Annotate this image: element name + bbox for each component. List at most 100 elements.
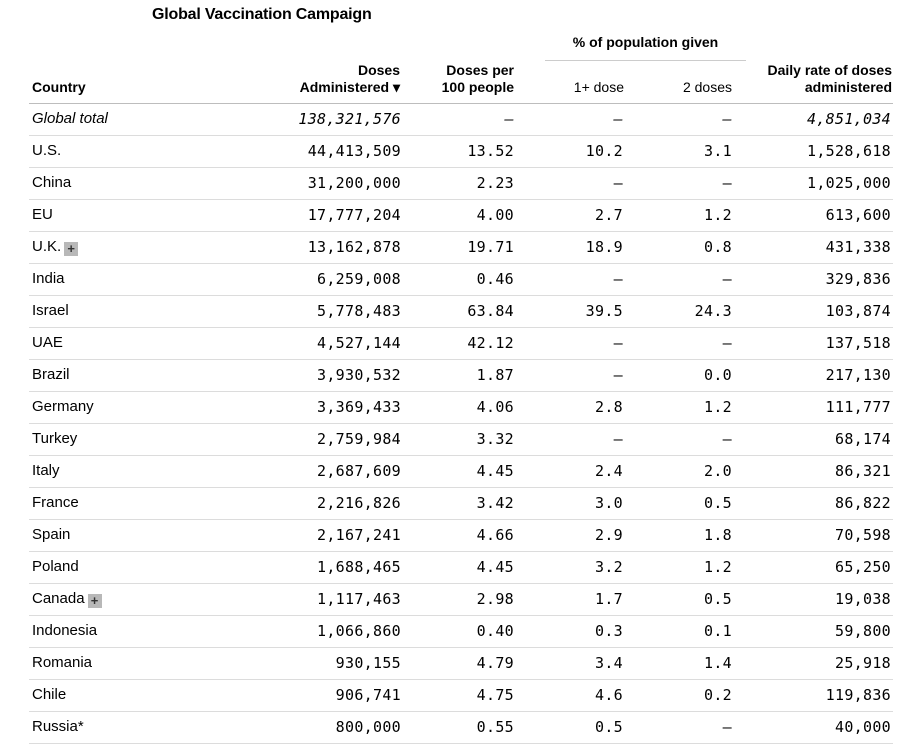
table-row: India 6,259,008 0.46 – – 329,836 xyxy=(29,264,893,296)
country-cell: Italy xyxy=(32,456,60,487)
table-row: France 2,216,826 3.42 3.0 0.5 86,822 xyxy=(29,488,893,520)
one-dose-percent-cell: 2.9 xyxy=(595,526,623,544)
two-doses-percent-cell: 1.2 xyxy=(704,398,732,416)
country-name: U.K. xyxy=(32,238,62,255)
one-dose-column-header[interactable]: 1+ dose xyxy=(573,79,624,95)
daily-rate-cell: 329,836 xyxy=(825,270,891,288)
doses-per-100-cell: – xyxy=(504,110,514,128)
two-doses-percent-cell: – xyxy=(722,110,732,128)
daily-rate-cell: 4,851,034 xyxy=(807,110,891,128)
two-doses-percent-cell: – xyxy=(722,430,732,448)
doses-per-100-column-header[interactable]: Doses per 100 people xyxy=(442,62,514,96)
country-name: Turkey xyxy=(32,430,78,447)
one-dose-percent-cell: – xyxy=(613,430,623,448)
country-name: Israel xyxy=(32,302,69,319)
table-row: Romania 930,155 4.79 3.4 1.4 25,918 xyxy=(29,648,893,680)
daily-rate-cell: 86,321 xyxy=(835,462,891,480)
table-row: Italy 2,687,609 4.45 2.4 2.0 86,321 xyxy=(29,456,893,488)
doses-administered-cell: 1,066,860 xyxy=(317,622,401,640)
country-name: China xyxy=(32,174,72,191)
global-total-row: Global total 138,321,576 – – – 4,851,034 xyxy=(29,104,893,136)
country-cell: Romania xyxy=(32,648,92,679)
table-row: Chile 906,741 4.75 4.6 0.2 119,836 xyxy=(29,680,893,712)
country-name: Italy xyxy=(32,462,60,479)
two-doses-percent-cell: 0.1 xyxy=(704,622,732,640)
doses-administered-cell: 3,930,532 xyxy=(317,366,401,384)
doses-per-100-cell: 4.79 xyxy=(476,654,514,672)
two-doses-percent-cell: 3.1 xyxy=(704,142,732,160)
doses-administered-cell: 2,759,984 xyxy=(317,430,401,448)
country-name: Global total xyxy=(32,110,108,127)
country-cell: Brazil xyxy=(32,360,70,391)
daily-rate-cell: 70,598 xyxy=(835,526,891,544)
doses-per-100-cell: 0.55 xyxy=(476,718,514,736)
daily-rate-cell: 65,250 xyxy=(835,558,891,576)
table-row: Brazil 3,930,532 1.87 – 0.0 217,130 xyxy=(29,360,893,392)
daily-rate-cell: 1,528,618 xyxy=(807,142,891,160)
daily-rate-cell: 613,600 xyxy=(825,206,891,224)
doses-administered-cell: 800,000 xyxy=(335,718,401,736)
country-cell: EU xyxy=(32,200,53,231)
one-dose-percent-cell: – xyxy=(613,174,623,192)
two-doses-column-header[interactable]: 2 doses xyxy=(682,79,732,95)
country-cell: Chile xyxy=(32,680,66,711)
vaccination-table-body: Global total 138,321,576 – – – 4,851,034 U.S. 4… xyxy=(29,104,893,744)
doses-per-100-cell: 42.12 xyxy=(467,334,514,352)
one-dose-percent-cell: 10.2 xyxy=(585,142,623,160)
country-cell: Israel xyxy=(32,296,69,327)
two-doses-percent-cell: 0.5 xyxy=(704,590,732,608)
header-divider xyxy=(29,103,893,104)
table-row: Canada +1,117,463 2.98 1.7 0.5 19,038 xyxy=(29,584,893,616)
daily-rate-cell: 217,130 xyxy=(825,366,891,384)
doses-administered-cell: 2,687,609 xyxy=(317,462,401,480)
country-cell: Spain xyxy=(32,520,70,551)
doses-per-100-cell: 0.40 xyxy=(476,622,514,640)
doses-administered-cell: 1,688,465 xyxy=(317,558,401,576)
doses-administered-column-header[interactable]: Doses Administered ▾ xyxy=(300,62,400,96)
table-title: Global Vaccination Campaign xyxy=(152,6,372,23)
daily-rate-cell: 1,025,000 xyxy=(807,174,891,192)
doses-per-100-cell: 63.84 xyxy=(467,302,514,320)
country-name: Canada xyxy=(32,590,85,607)
country-name: EU xyxy=(32,206,53,223)
daily-rate-cell: 59,800 xyxy=(835,622,891,640)
table-row: China 31,200,000 2.23 – – 1,025,000 xyxy=(29,168,893,200)
two-doses-percent-cell: 0.2 xyxy=(704,686,732,704)
doses-administered-cell: 17,777,204 xyxy=(307,206,401,224)
country-cell: Canada + xyxy=(32,584,102,615)
daily-rate-cell: 431,338 xyxy=(825,238,891,256)
two-doses-percent-cell: 0.0 xyxy=(704,366,732,384)
doses-per-100-cell: 4.66 xyxy=(476,526,514,544)
country-name: U.S. xyxy=(32,142,62,159)
population-group-header: % of population given xyxy=(572,34,719,50)
doses-per-100-cell: 3.32 xyxy=(476,430,514,448)
two-doses-percent-cell: 2.0 xyxy=(704,462,732,480)
country-name: Chile xyxy=(32,686,67,703)
one-dose-percent-cell: 18.9 xyxy=(585,238,623,256)
table-row: Turkey 2,759,984 3.32 – – 68,174 xyxy=(29,424,893,456)
one-dose-percent-cell: – xyxy=(613,270,623,288)
daily-rate-cell: 111,777 xyxy=(825,398,891,416)
expand-plus-icon[interactable]: + xyxy=(64,242,79,256)
one-dose-percent-cell: 0.3 xyxy=(595,622,623,640)
daily-rate-column-header[interactable]: Daily rate of doses administered xyxy=(768,62,893,96)
doses-per-100-cell: 0.46 xyxy=(476,270,514,288)
two-doses-percent-cell: 1.4 xyxy=(704,654,732,672)
one-dose-percent-cell: 1.7 xyxy=(595,590,623,608)
doses-header-line2: Administered ▾ xyxy=(299,79,400,95)
doses-administered-cell: 6,259,008 xyxy=(317,270,401,288)
doses-per-100-cell: 3.42 xyxy=(476,494,514,512)
country-cell: Turkey xyxy=(32,424,77,455)
country-column-header[interactable]: Country xyxy=(32,79,86,95)
expand-plus-icon[interactable]: + xyxy=(87,594,102,608)
doses-per-100-cell: 2.98 xyxy=(476,590,514,608)
country-cell: UAE xyxy=(32,328,63,359)
one-dose-percent-cell: 4.6 xyxy=(595,686,623,704)
doses-administered-cell: 13,162,878 xyxy=(307,238,401,256)
country-name: India xyxy=(32,270,65,287)
doses-administered-cell: 5,778,483 xyxy=(317,302,401,320)
one-dose-percent-cell: – xyxy=(613,110,623,128)
table-row: Russia* 800,000 0.55 0.5 – 40,000 xyxy=(29,712,893,744)
country-cell: Russia* xyxy=(32,712,84,743)
two-doses-percent-cell: 1.2 xyxy=(704,206,732,224)
